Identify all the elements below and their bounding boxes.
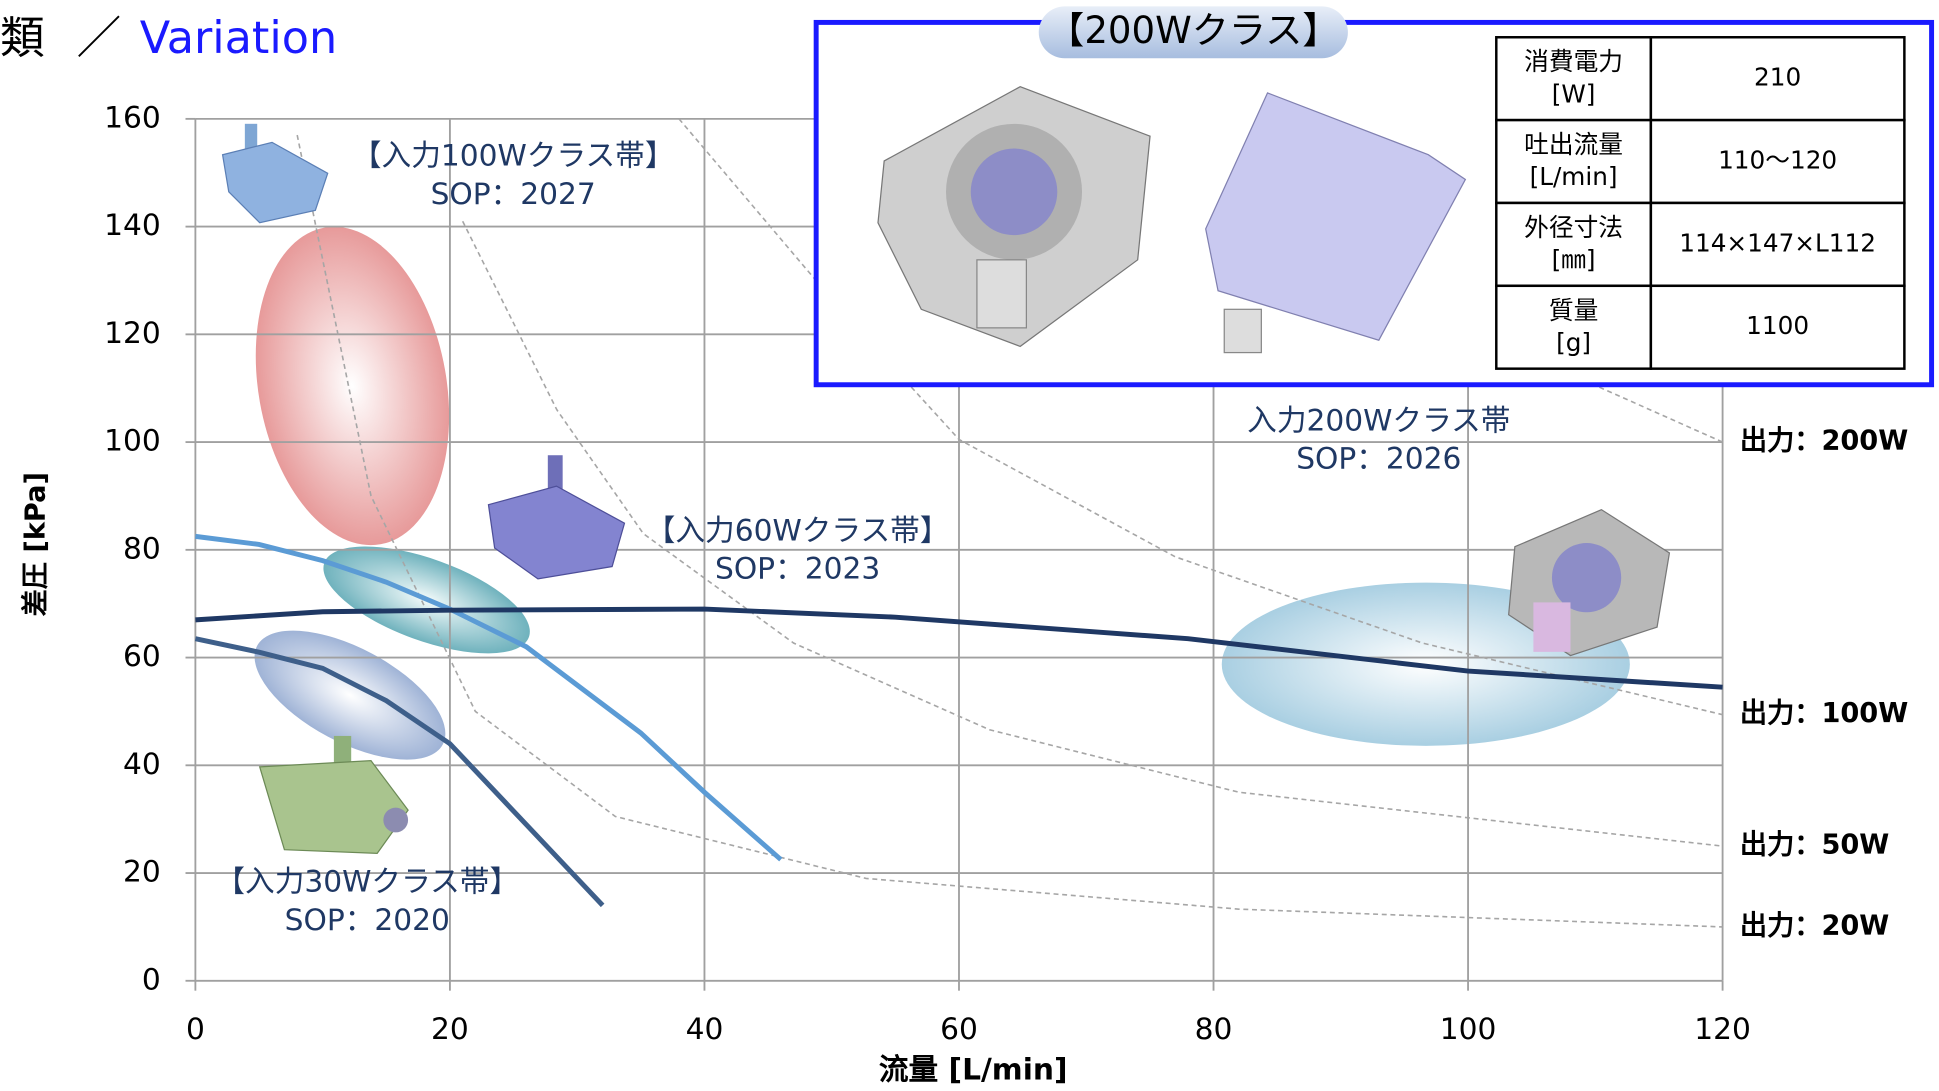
page: 0 20 40 60 80 100 120 140 160 0 20 40 60 80 100 120 類 ／ V… bbox=[0, 0, 1939, 1091]
legend-label: 出力：100W bbox=[1740, 698, 1908, 729]
table-value: 114×147×L112 bbox=[1679, 228, 1876, 257]
inset: 【200Wクラス】 消費電力 [W] 210 吐出流量 [L/min] 110〜120 外径… bbox=[816, 6, 1931, 384]
y-tick-label: 140 bbox=[104, 207, 161, 242]
legend-label: 出力：50W bbox=[1740, 830, 1889, 861]
annotation: 【入力30Wクラス帯】 bbox=[215, 864, 519, 899]
table-value: 1100 bbox=[1746, 311, 1809, 340]
x-tick-label: 20 bbox=[431, 1011, 469, 1046]
x-tick-label: 40 bbox=[686, 1011, 724, 1046]
x-tick-label: 100 bbox=[1440, 1011, 1497, 1046]
legend-label: 出力：200W bbox=[1740, 426, 1908, 457]
y-tick-label: 80 bbox=[123, 530, 161, 565]
annotation: SOP：2023 bbox=[715, 551, 880, 586]
annotation: 【入力60Wクラス帯】 bbox=[646, 512, 950, 547]
table-label: [L/min] bbox=[1530, 162, 1618, 191]
y-tick-label: 120 bbox=[104, 315, 161, 350]
annotation: 【入力100Wクラス帯】 bbox=[352, 138, 675, 173]
x-tick-label: 60 bbox=[940, 1011, 978, 1046]
range-blob bbox=[232, 211, 473, 560]
y-tick-label: 60 bbox=[123, 638, 161, 673]
pump-image bbox=[488, 455, 624, 579]
x-axis-title: 流量 [L/min] bbox=[879, 1052, 1068, 1087]
x-tick-label: 80 bbox=[1195, 1011, 1233, 1046]
y-tick-label: 160 bbox=[104, 99, 161, 134]
table-label: 質量 bbox=[1549, 296, 1598, 325]
pump-image bbox=[223, 124, 328, 223]
table-value: 210 bbox=[1754, 63, 1801, 92]
chart-title: 類 bbox=[0, 13, 45, 64]
chart-title: ／ bbox=[77, 13, 122, 64]
chart-title: Variation bbox=[140, 13, 337, 64]
annotation: SOP：2026 bbox=[1296, 441, 1461, 476]
annotation: SOP：2027 bbox=[431, 176, 596, 211]
table-value: 110〜120 bbox=[1718, 146, 1837, 175]
x-tick-label: 0 bbox=[186, 1011, 205, 1046]
y-tick-label: 40 bbox=[123, 746, 161, 781]
annotation: SOP：2020 bbox=[285, 902, 450, 937]
y-tick-label: 100 bbox=[104, 423, 161, 458]
table-label: 外径寸法 bbox=[1524, 213, 1623, 242]
y-tick-label: 20 bbox=[123, 854, 161, 889]
table-label: [W] bbox=[1552, 79, 1596, 108]
table-label: [g] bbox=[1556, 328, 1591, 357]
table-label: [㎜] bbox=[1552, 245, 1596, 274]
y-axis-title: 差圧 [kPa] bbox=[20, 472, 52, 616]
x-tick-label: 120 bbox=[1694, 1011, 1751, 1046]
chart: 0 20 40 60 80 100 120 140 160 0 20 40 60 80 100 120 類 ／ V… bbox=[0, 0, 1939, 1091]
table-label: 吐出流量 bbox=[1524, 130, 1623, 159]
legend-label: 出力：20W bbox=[1740, 910, 1889, 941]
inset-title: 【200Wクラス】 bbox=[1047, 9, 1339, 52]
table-label: 消費電力 bbox=[1524, 47, 1623, 76]
annotation: 入力200Wクラス帯 bbox=[1247, 402, 1510, 437]
y-tick-label: 0 bbox=[142, 961, 161, 996]
